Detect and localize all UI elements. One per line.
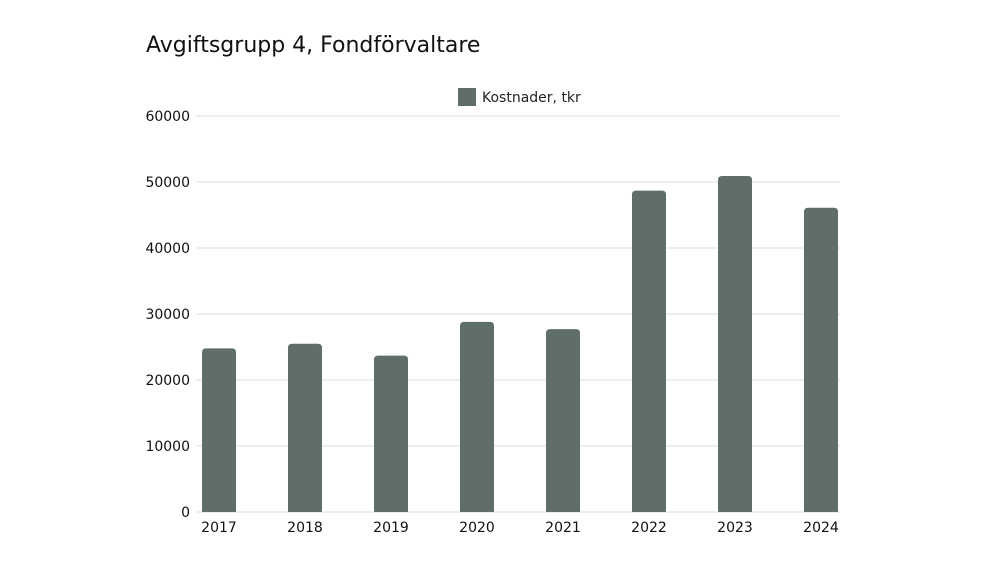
bar-2018 bbox=[288, 343, 322, 512]
bar-2019 bbox=[374, 355, 408, 512]
bar-2020 bbox=[460, 321, 494, 512]
bar-2017 bbox=[202, 348, 236, 512]
bars bbox=[202, 176, 838, 513]
y-tick-label-2: 20000 bbox=[145, 373, 190, 389]
chart-title: Avgiftsgrupp 4, Fondförvaltare bbox=[146, 33, 480, 58]
x-tick-label-2023: 2023 bbox=[717, 520, 753, 536]
x-axis-ticks: 2017 2018 2019 2020 2021 2022 2023 2024 bbox=[201, 520, 839, 536]
legend: Kostnader, tkr bbox=[458, 88, 581, 106]
bar-2023 bbox=[718, 176, 752, 512]
y-tick-label-0: 0 bbox=[181, 505, 190, 521]
x-tick-label-2019: 2019 bbox=[373, 520, 409, 536]
x-tick-label-2018: 2018 bbox=[287, 520, 323, 536]
y-tick-label-5: 50000 bbox=[145, 175, 190, 191]
bar-2022 bbox=[632, 190, 666, 512]
legend-label: Kostnader, tkr bbox=[482, 90, 581, 106]
legend-swatch bbox=[458, 88, 476, 106]
y-tick-label-6: 60000 bbox=[145, 109, 190, 125]
x-tick-label-2020: 2020 bbox=[459, 520, 495, 536]
bar-2021 bbox=[546, 329, 580, 512]
x-tick-label-2021: 2021 bbox=[545, 520, 581, 536]
x-tick-label-2017: 2017 bbox=[201, 520, 237, 536]
y-tick-label-1: 10000 bbox=[145, 439, 190, 455]
y-axis-ticks: 0 10000 20000 30000 40000 50000 60000 bbox=[145, 109, 190, 521]
x-tick-label-2024: 2024 bbox=[803, 520, 839, 536]
x-tick-label-2022: 2022 bbox=[631, 520, 667, 536]
bar-2024 bbox=[804, 207, 838, 513]
y-tick-label-4: 40000 bbox=[145, 241, 190, 257]
y-tick-label-3: 30000 bbox=[145, 307, 190, 323]
